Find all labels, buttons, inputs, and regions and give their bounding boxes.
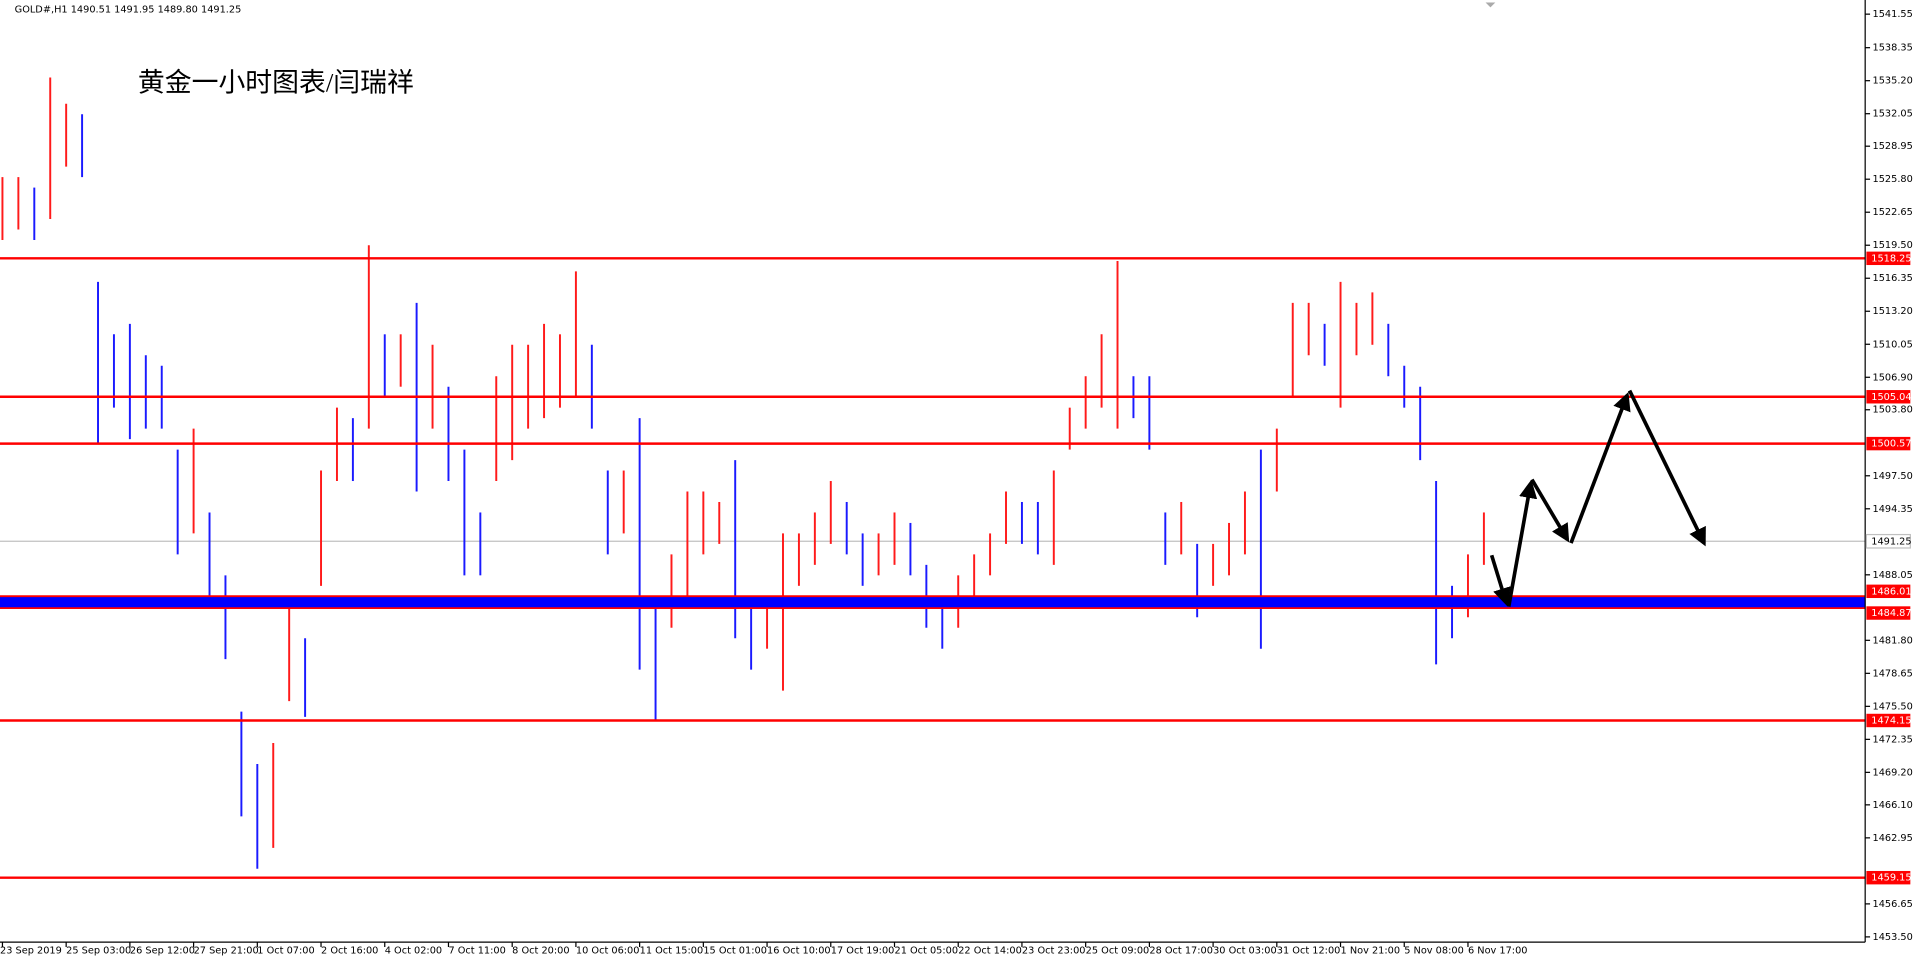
y-tick-label: 1469.20 bbox=[1872, 767, 1912, 778]
arrow bbox=[1506, 479, 1538, 607]
y-tick-label: 1541.55 bbox=[1872, 9, 1912, 20]
y-tick-label: 1488.05 bbox=[1872, 570, 1912, 581]
x-tick-label: 23 Sep 2019 bbox=[0, 946, 62, 957]
x-tick-label: 10 Oct 06:00 bbox=[576, 946, 640, 957]
y-tick-label: 1532.05 bbox=[1872, 109, 1912, 120]
x-tick-label: 16 Oct 10:00 bbox=[767, 946, 831, 957]
level-label: 1459.15 bbox=[1871, 873, 1911, 884]
plot-area bbox=[0, 77, 1866, 879]
y-tick-label: 1462.95 bbox=[1872, 833, 1912, 844]
x-tick-label: 31 Oct 12:00 bbox=[1277, 946, 1341, 957]
y-tick-label: 1510.05 bbox=[1872, 339, 1912, 350]
x-tick-label: 27 Sep 21:00 bbox=[194, 946, 259, 957]
y-tick-label: 1494.35 bbox=[1872, 504, 1912, 515]
x-tick-label: 26 Sep 12:00 bbox=[130, 946, 195, 957]
y-tick-label: 1516.35 bbox=[1872, 273, 1912, 284]
level-label-box bbox=[1866, 436, 1911, 451]
y-tick-label: 1525.80 bbox=[1872, 174, 1912, 185]
x-tick-label: 15 Oct 01:00 bbox=[703, 946, 767, 957]
y-tick-label: 1538.35 bbox=[1872, 43, 1912, 54]
level-label-box bbox=[1866, 390, 1911, 404]
x-tick-label: 1 Oct 07:00 bbox=[257, 946, 314, 957]
x-tick-label: 5 Nov 08:00 bbox=[1404, 946, 1464, 957]
y-tick-label: 1481.80 bbox=[1872, 635, 1912, 646]
level-label: 1474.15 bbox=[1871, 715, 1911, 726]
y-tick-label: 1535.20 bbox=[1872, 76, 1912, 87]
level-label: 1486.01 bbox=[1871, 586, 1911, 597]
x-tick-label: 6 Nov 17:00 bbox=[1468, 946, 1528, 957]
level-label-box bbox=[1866, 584, 1911, 599]
y-tick-label: 1497.50 bbox=[1872, 471, 1912, 482]
x-tick-label: 21 Oct 05:00 bbox=[895, 946, 959, 957]
x-tick-label: 25 Sep 03:00 bbox=[66, 946, 131, 957]
level-label: 1500.57 bbox=[1871, 439, 1911, 450]
y-tick-label: 1475.50 bbox=[1872, 701, 1912, 712]
level-label: 1484.87 bbox=[1871, 608, 1911, 619]
level-label-box bbox=[1866, 251, 1911, 266]
y-tick-label: 1453.50 bbox=[1872, 932, 1912, 943]
y-tick-label: 1478.65 bbox=[1872, 668, 1912, 679]
arrow bbox=[1569, 391, 1631, 544]
x-tick-label: 30 Oct 03:00 bbox=[1213, 946, 1277, 957]
support-zone bbox=[0, 596, 1866, 609]
y-tick-label: 1528.95 bbox=[1872, 141, 1912, 152]
y-tick-label: 1506.90 bbox=[1872, 372, 1912, 383]
y-tick-label: 1503.80 bbox=[1872, 405, 1912, 416]
x-tick-label: 25 Oct 09:00 bbox=[1086, 946, 1150, 957]
y-tick-label: 1466.10 bbox=[1872, 800, 1912, 811]
arrow bbox=[1530, 478, 1570, 543]
x-tick-label: 17 Oct 19:00 bbox=[831, 946, 895, 957]
x-tick-label: 28 Oct 17:00 bbox=[1149, 946, 1213, 957]
x-tick-label: 2 Oct 16:00 bbox=[321, 946, 378, 957]
x-tick-label: 22 Oct 14:00 bbox=[958, 946, 1022, 957]
x-tick-label: 7 Oct 11:00 bbox=[448, 946, 505, 957]
level-label: 1505.04 bbox=[1871, 392, 1911, 403]
y-tick-label: 1513.20 bbox=[1872, 306, 1912, 317]
x-tick-label: 11 Oct 15:00 bbox=[640, 946, 704, 957]
projection-arrows bbox=[1489, 389, 1706, 607]
annotation-title: 黄金一小时图表/闫瑞祥 bbox=[138, 68, 414, 98]
arrow bbox=[1627, 389, 1706, 547]
x-tick-label: 23 Oct 23:00 bbox=[1022, 946, 1086, 957]
x-tick-label: 4 Oct 02:00 bbox=[385, 946, 442, 957]
y-tick-label: 1456.65 bbox=[1872, 899, 1912, 910]
shift-marker bbox=[1485, 2, 1496, 8]
y-tick-label: 1522.65 bbox=[1872, 207, 1912, 218]
x-tick-label: 8 Oct 20:00 bbox=[512, 946, 569, 957]
x-tick-label: 1 Nov 21:00 bbox=[1341, 946, 1401, 957]
y-tick-label: 1472.35 bbox=[1872, 734, 1912, 745]
level-label: 1518.25 bbox=[1871, 253, 1911, 264]
last-price-box bbox=[1865, 533, 1911, 549]
level-label-box bbox=[1866, 870, 1911, 885]
y-tick-label: 1519.50 bbox=[1872, 240, 1912, 251]
symbol-header: GOLD#,H1 1490.51 1491.95 1489.80 1491.25 bbox=[15, 5, 242, 16]
last-price-label: 1491.25 bbox=[1871, 536, 1911, 547]
arrow bbox=[1489, 554, 1511, 607]
level-label-box bbox=[1866, 606, 1911, 620]
level-label-box bbox=[1866, 713, 1911, 728]
